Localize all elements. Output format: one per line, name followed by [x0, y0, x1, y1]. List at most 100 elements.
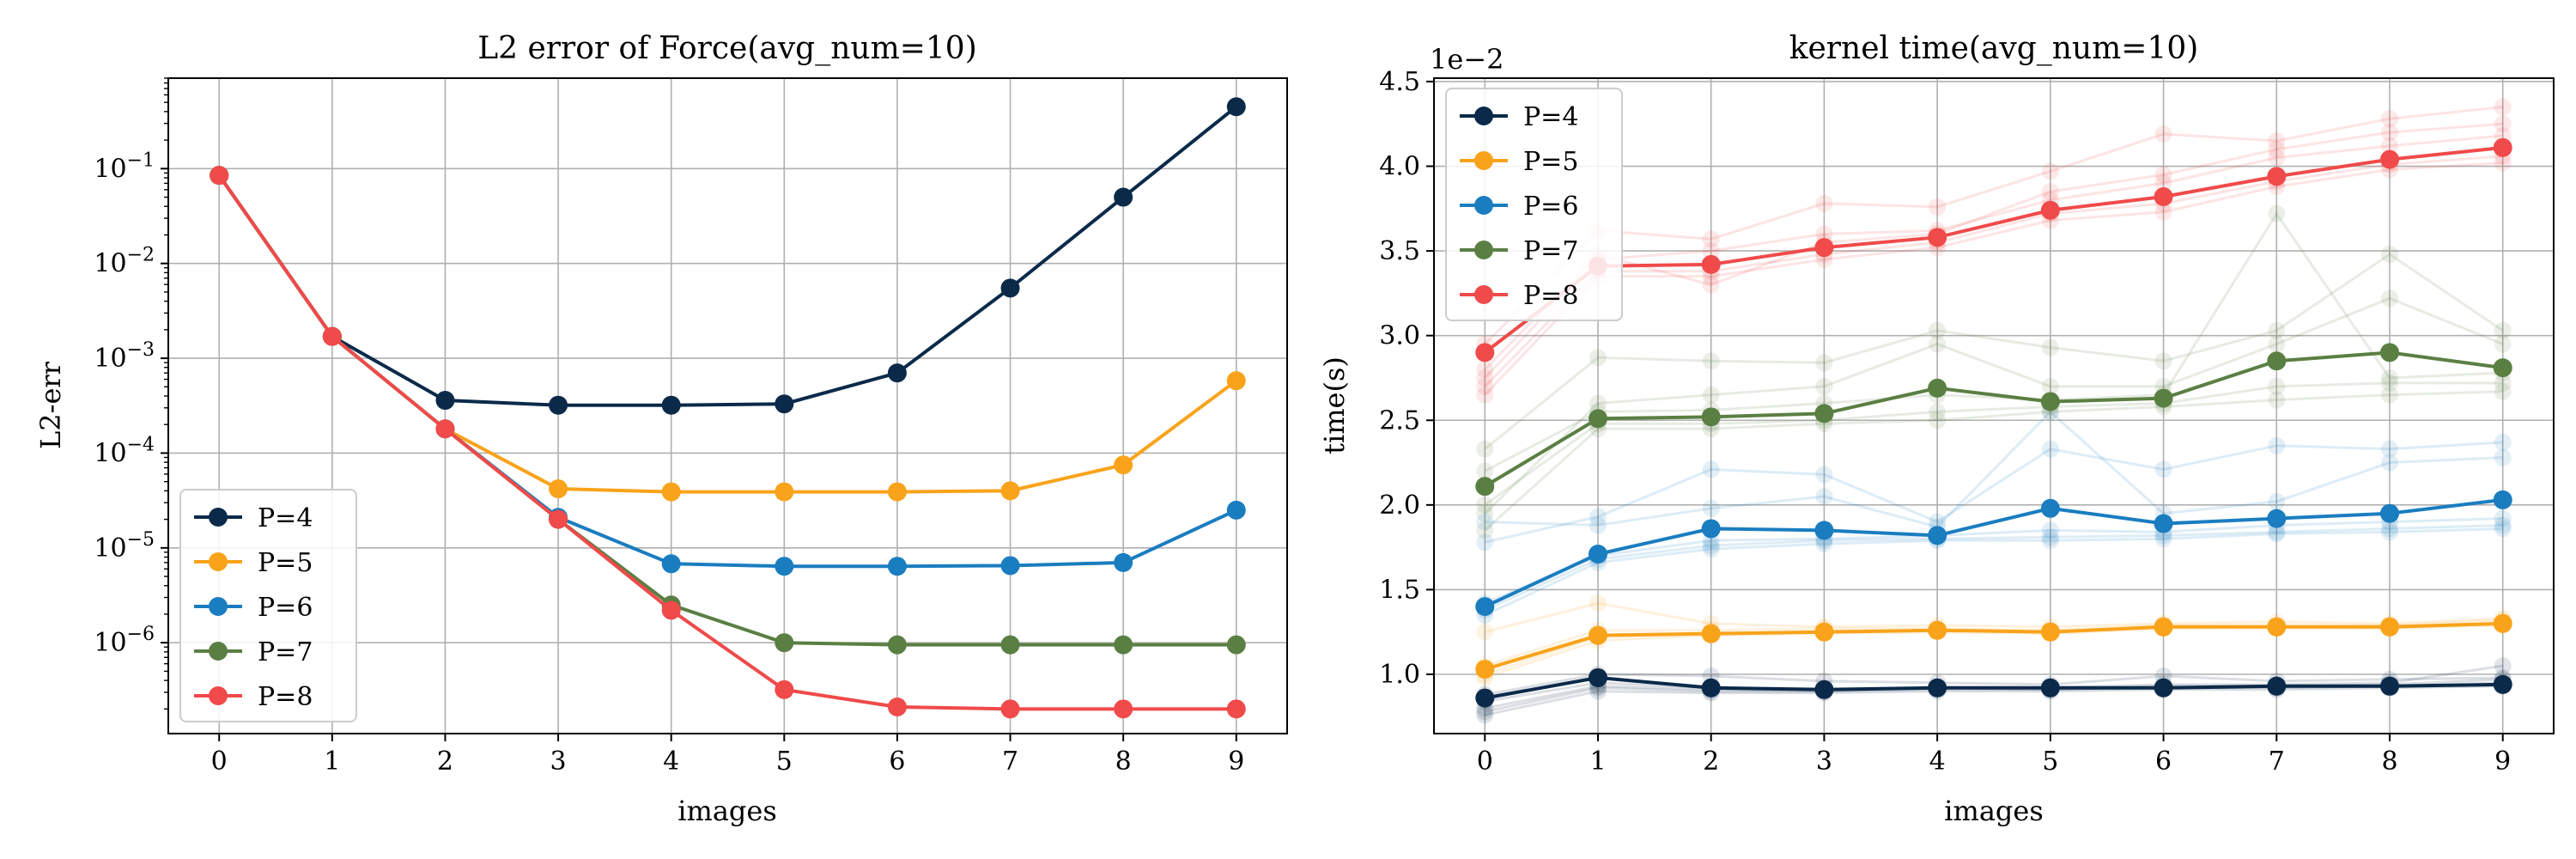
y-axis-label: L2-err [34, 361, 67, 449]
legend-marker [1474, 285, 1493, 304]
run-line [1484, 122, 2503, 371]
run-point [1589, 508, 1607, 526]
run-point [2494, 509, 2512, 527]
data-point [1000, 699, 1020, 719]
data-point [2267, 167, 2287, 186]
run-point [1815, 225, 1833, 243]
run-line [1484, 296, 2504, 515]
series-lines [1475, 137, 2512, 708]
legend-label: P=7 [258, 637, 313, 667]
run-line [1484, 381, 2503, 507]
data-point [1000, 556, 1020, 576]
x-tick-label: 7 [2269, 746, 2285, 777]
run-point [2494, 520, 2512, 538]
legend-marker [1474, 107, 1493, 125]
x-tick-label: 6 [2155, 746, 2172, 777]
x-axis-ticks: 0 1 2 3 4 5 6 7 8 9 [211, 734, 1244, 777]
data-point [2267, 676, 2287, 696]
data-point [1226, 371, 1246, 391]
x-tick-label: 5 [2042, 746, 2058, 777]
data-point [2040, 622, 2060, 642]
run-point [2381, 369, 2399, 387]
x-tick-label: 0 [1477, 746, 1493, 777]
run-point [2494, 382, 2512, 400]
run-line [1484, 527, 2503, 617]
run-point [2381, 520, 2399, 538]
run-point [2381, 124, 2399, 142]
y-axis-offset-label: 1e−2 [1430, 43, 1504, 76]
run-point [2041, 440, 2059, 458]
run-line [1485, 410, 2503, 529]
data-point [2040, 392, 2060, 411]
data-point [2267, 509, 2287, 528]
run-point [1702, 276, 1720, 294]
y-tick-label: 4.5 [1379, 67, 1420, 97]
data-point [887, 482, 907, 502]
x-tick-label: 4 [663, 746, 679, 777]
run-point [2154, 530, 2172, 548]
run-point [1476, 703, 1494, 721]
data-point [1701, 678, 1721, 698]
plot-frame [1433, 77, 2555, 734]
run-point [2494, 448, 2512, 466]
chart-title: L2 error of Force(avg_num=10) [477, 31, 977, 66]
data-point [1814, 404, 1834, 423]
run-point [2494, 321, 2512, 339]
data-point [2154, 187, 2173, 207]
run-line [1484, 106, 2503, 345]
run-point [2154, 352, 2172, 370]
run-point [1702, 386, 1720, 404]
y-axis-label: time(s) [1318, 356, 1351, 454]
run-line [1484, 517, 2503, 605]
run-line [1484, 210, 2503, 472]
x-tick-label: 8 [2381, 746, 2397, 777]
run-point [1929, 403, 1947, 421]
run-point [2381, 374, 2399, 392]
data-point [1928, 678, 1947, 698]
run-point [2494, 335, 2512, 353]
legend-label: P=4 [258, 503, 313, 533]
run-point [1476, 377, 1494, 395]
data-point [1000, 278, 1020, 298]
series-line [1484, 497, 2503, 608]
data-point [2493, 490, 2512, 509]
legend-box [1445, 88, 1623, 321]
run-point [2268, 391, 2286, 409]
data-point [2267, 351, 2287, 371]
x-tick-label: 5 [776, 746, 793, 777]
run-point [2154, 125, 2172, 143]
legend-label: P=4 [1523, 102, 1578, 132]
x-tick-label: 3 [1816, 746, 1832, 777]
data-point [2493, 674, 2512, 694]
y-axis-ticks: 10−6 10−5 10−4 10−3 10−2 10−1 [94, 77, 168, 710]
data-point [1814, 679, 1834, 699]
run-point [1476, 504, 1494, 522]
data-point [1701, 624, 1721, 643]
x-tick-label: 2 [1703, 746, 1719, 777]
data-point [1814, 622, 1834, 642]
data-point [1226, 97, 1246, 117]
run-line [1484, 161, 2503, 396]
run-point [1589, 516, 1607, 534]
x-tick-label: 2 [437, 746, 453, 777]
run-line [1484, 253, 2504, 450]
data-point [1701, 407, 1721, 427]
data-point [435, 419, 455, 439]
run-point [2494, 98, 2512, 116]
data-point [2380, 343, 2400, 362]
x-tick-label: 9 [2494, 746, 2511, 777]
data-point [1588, 545, 1607, 564]
run-point [2154, 174, 2172, 192]
data-point [661, 554, 681, 574]
run-point [2381, 454, 2399, 472]
run-line [1484, 441, 2503, 544]
chart-l2-error: L2 error of Force(avg_num=10) images L2-… [34, 31, 1288, 827]
legend-label: P=8 [1523, 281, 1578, 311]
run-point [2268, 377, 2286, 395]
run-point [2494, 657, 2512, 675]
data-point [775, 557, 794, 576]
run-point [1702, 230, 1720, 248]
data-point [1928, 228, 1947, 247]
run-point [1702, 537, 1720, 555]
data-point [2380, 617, 2400, 637]
